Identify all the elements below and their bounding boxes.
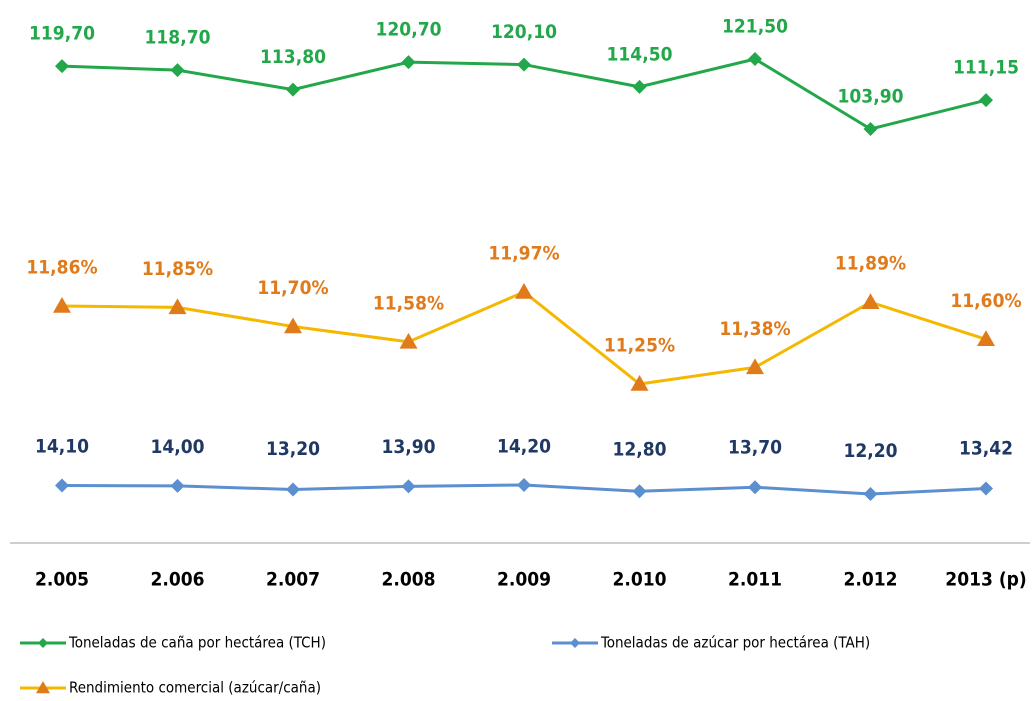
x-tick-label: 2.011: [728, 569, 782, 591]
value-label: 11,25%: [604, 335, 675, 357]
value-label: 14,20: [497, 436, 551, 458]
marker: [36, 681, 50, 694]
value-label: 13,90: [381, 436, 435, 458]
marker: [863, 122, 878, 136]
x-tick-label: 2.007: [266, 569, 320, 591]
value-label: 120,10: [491, 21, 557, 43]
marker: [401, 55, 416, 70]
marker: [53, 297, 71, 313]
value-label: 11,58%: [373, 292, 444, 314]
value-label: 11,89%: [835, 253, 906, 275]
value-label: 11,38%: [719, 318, 790, 340]
value-label: 121,50: [722, 16, 788, 38]
marker: [170, 478, 185, 493]
marker: [517, 57, 531, 72]
marker: [286, 82, 300, 97]
marker: [38, 638, 48, 648]
legend-label: Rendimiento comercial (azúcar/caña): [69, 679, 321, 697]
value-label: 14,10: [35, 436, 89, 458]
legend-label: Toneladas de caña por hectárea (TCH): [68, 634, 326, 652]
marker: [979, 481, 993, 496]
marker: [630, 375, 649, 391]
value-label: 11,85%: [142, 258, 213, 280]
marker: [399, 332, 418, 349]
value-label: 14,00: [150, 436, 204, 458]
marker: [979, 93, 993, 108]
value-label: 12,80: [612, 439, 666, 461]
x-tick-label: 2.010: [612, 569, 666, 591]
marker: [55, 59, 69, 74]
x-tick-label: 2.006: [150, 569, 204, 591]
x-tick-label: 2.005: [35, 569, 89, 591]
marker: [517, 478, 531, 492]
series-line: [61, 290, 987, 386]
value-label: 118,70: [145, 27, 211, 49]
value-label: 111,15: [953, 57, 1019, 79]
x-tick-label: 2.012: [843, 569, 897, 591]
value-label: 11,70%: [257, 277, 328, 299]
value-label: 11,60%: [950, 290, 1021, 312]
marker: [863, 487, 878, 501]
marker: [746, 358, 764, 375]
marker: [170, 63, 185, 78]
marker: [748, 480, 762, 495]
marker: [748, 52, 762, 66]
marker: [284, 317, 302, 334]
value-label: 114,50: [607, 43, 673, 65]
value-label: 11,97%: [488, 243, 559, 265]
value-label: 13,20: [266, 438, 320, 460]
value-label: 119,70: [29, 23, 95, 45]
x-tick-label: 2013 (p): [945, 569, 1026, 591]
marker: [632, 484, 647, 499]
value-label: 103,90: [838, 86, 904, 108]
marker: [286, 482, 300, 497]
value-label: 13,70: [728, 437, 782, 459]
marker: [632, 79, 647, 94]
value-label: 113,80: [260, 46, 326, 68]
value-label: 12,20: [843, 440, 897, 462]
x-tick-label: 2.009: [497, 569, 551, 591]
legend-label: Toneladas de azúcar por hectárea (TAH): [600, 634, 870, 652]
marker: [168, 298, 187, 315]
marker: [570, 638, 580, 648]
value-label: 13,42: [959, 437, 1013, 459]
marker: [55, 478, 69, 493]
x-tick-label: 2.008: [381, 569, 435, 591]
value-label: 11,86%: [26, 257, 97, 279]
value-label: 120,70: [376, 19, 442, 41]
marker: [515, 283, 533, 299]
marker: [861, 293, 880, 309]
marker: [977, 330, 995, 347]
marker: [401, 479, 416, 494]
